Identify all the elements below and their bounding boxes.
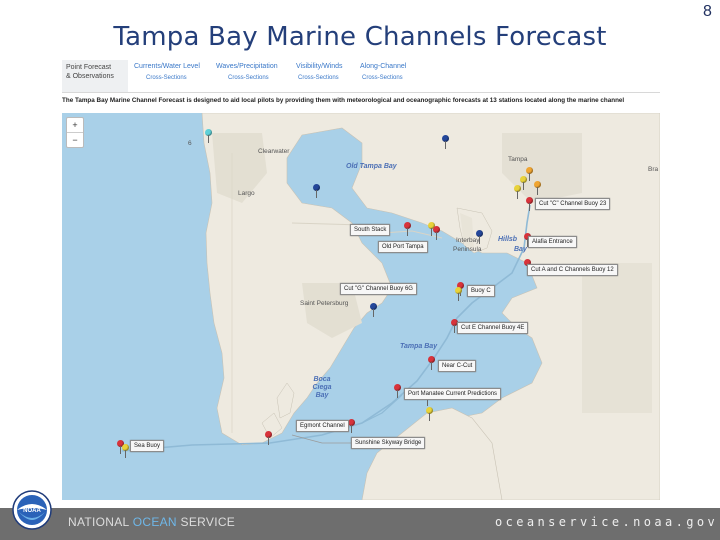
station-label[interactable]: Egmont Channel (296, 420, 349, 432)
zoom-control: + − (66, 117, 84, 148)
station-pin[interactable] (526, 167, 533, 181)
station-pin[interactable] (520, 176, 527, 190)
slide-title: Tampa Bay Marine Channels Forecast (113, 22, 607, 52)
tab-visibility-winds[interactable]: Visibility/Winds Cross-Sections (296, 62, 356, 90)
station-pin[interactable] (265, 431, 272, 445)
page-number: 8 (703, 3, 712, 20)
tab-sublabel: Cross-Sections (362, 75, 403, 81)
zoom-in-button[interactable]: + (72, 120, 78, 130)
place-largo: Largo (238, 190, 255, 197)
tab-bar: Point Forecast & Observations Currents/W… (62, 60, 660, 93)
tab-label: & Observations (66, 73, 114, 80)
station-label[interactable]: Sunshine Skyway Bridge (351, 437, 426, 449)
forecast-map[interactable]: + − Clearwater Largo 6 Old Tampa Bay Tam… (62, 113, 660, 500)
station-pin[interactable] (455, 287, 462, 301)
footer-org-part: SERVICE (176, 515, 236, 529)
tab-sublabel: Cross-Sections (298, 75, 339, 81)
tab-along-channel[interactable]: Along-Channel Cross-Sections (360, 62, 420, 90)
tab-label: Visibility/Winds (296, 63, 343, 70)
place-clearwater: Clearwater (258, 148, 290, 155)
station-label[interactable]: Port Manatee Current Predictions (404, 388, 502, 400)
station-label[interactable]: South Stack (350, 224, 391, 236)
footer-bar: NATIONAL OCEAN SERVICE oceanservice.noaa… (0, 508, 720, 540)
place-bra: Bra (648, 166, 659, 173)
place-old-tampa-bay: Old Tampa Bay (346, 163, 397, 170)
tab-label: Along-Channel (360, 63, 407, 70)
station-pin[interactable] (526, 197, 533, 211)
station-label[interactable]: Cut "G" Channel Buoy 6G (340, 283, 417, 295)
station-pin[interactable] (205, 129, 212, 143)
station-label[interactable]: Cut E Channel Buoy 4E (457, 322, 529, 334)
station-pin[interactable] (524, 233, 531, 247)
station-pin[interactable] (442, 135, 449, 149)
forecast-description: The Tampa Bay Marine Channel Forecast is… (62, 97, 625, 104)
footer-org-part: NATIONAL (68, 515, 133, 529)
station-label[interactable]: Cut "C" Channel Buoy 23 (535, 198, 611, 210)
station-pin[interactable] (122, 444, 129, 458)
station-pin[interactable] (117, 440, 124, 454)
station-label[interactable]: Old Port Tampa (378, 241, 428, 253)
footer-org-name: NATIONAL OCEAN SERVICE (68, 515, 235, 529)
place-tampa: Tampa (508, 156, 528, 163)
place-interbay: Interbay (456, 237, 480, 244)
station-label[interactable]: Alafia Entrance (528, 236, 577, 248)
place-hillsborough: Hillsb (498, 236, 518, 243)
station-label[interactable]: Near C-Cut (438, 360, 477, 372)
station-pin[interactable] (370, 303, 377, 317)
station-pin[interactable] (348, 419, 355, 433)
place-tampa-bay: Tampa Bay (400, 343, 438, 350)
zoom-out-button[interactable]: − (67, 132, 83, 147)
station-label[interactable]: Cut A and C Channels Buoy 12 (527, 264, 618, 276)
footer-org-ocean: OCEAN (132, 515, 177, 529)
place-peninsula: Peninsula (453, 246, 482, 253)
station-pin[interactable] (451, 319, 458, 333)
noaa-logo: NOAA (12, 490, 52, 530)
tab-waves-precipitation[interactable]: Waves/Precipitation Cross-Sections (216, 62, 288, 90)
place-st-petersburg: Saint Petersburg (300, 300, 349, 307)
station-pin[interactable] (476, 230, 483, 244)
station-pin[interactable] (313, 184, 320, 198)
tab-label: Point Forecast (66, 64, 112, 71)
footer-website[interactable]: oceanservice.noaa.gov (495, 515, 719, 529)
station-pin[interactable] (514, 185, 521, 199)
station-pin[interactable] (534, 181, 541, 195)
station-pin[interactable] (433, 226, 440, 240)
place-label-6: 6 (188, 140, 192, 147)
station-pin[interactable] (404, 222, 411, 236)
station-pin[interactable] (428, 222, 435, 236)
station-label[interactable]: Sea Buoy (130, 440, 165, 452)
tab-currents-water-level[interactable]: Currents/Water Level Cross-Sections (134, 62, 206, 90)
tab-point-forecast[interactable]: Point Forecast & Observations (62, 60, 128, 92)
tab-label: Currents/Water Level (134, 63, 200, 70)
tab-sublabel: Cross-Sections (146, 75, 187, 81)
tab-label: Waves/Precipitation (216, 63, 278, 70)
place-bay: Bay (514, 246, 527, 253)
station-pin[interactable] (394, 384, 401, 398)
tab-sublabel: Cross-Sections (228, 75, 269, 81)
place-boca-ciega-bay: Boca Ciega Bay (312, 376, 332, 399)
logo-text: NOAA (23, 508, 41, 514)
station-pin[interactable] (426, 407, 433, 421)
station-label[interactable]: Buoy C (467, 285, 495, 297)
station-pin[interactable] (428, 356, 435, 370)
